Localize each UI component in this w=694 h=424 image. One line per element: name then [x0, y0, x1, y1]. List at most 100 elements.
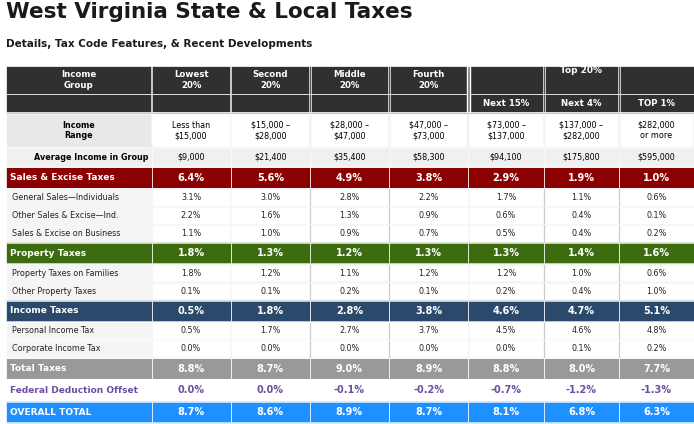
Bar [151, 340, 152, 358]
Bar [543, 322, 545, 340]
Bar [151, 322, 152, 340]
Bar [468, 167, 544, 188]
Text: 1.1%: 1.1% [181, 229, 201, 238]
Text: Property Taxes on Families: Property Taxes on Families [12, 268, 119, 278]
Bar [389, 282, 390, 300]
Text: $175,800: $175,800 [563, 153, 600, 162]
Text: 0.1%: 0.1% [260, 287, 280, 296]
Bar [6, 113, 151, 148]
Text: $47,000 –
$73,000: $47,000 – $73,000 [409, 121, 448, 140]
Bar [151, 340, 230, 358]
Bar [230, 358, 310, 379]
Bar [230, 94, 231, 113]
Bar [618, 340, 620, 358]
Bar [309, 224, 310, 242]
Text: 6.3%: 6.3% [643, 407, 670, 417]
Bar [619, 242, 694, 264]
Bar [619, 401, 694, 423]
Text: 0.4%: 0.4% [571, 287, 591, 296]
Text: 0.5%: 0.5% [181, 326, 201, 335]
Bar [389, 66, 390, 94]
Bar [389, 188, 468, 206]
Text: 2.2%: 2.2% [181, 211, 201, 220]
Bar [544, 401, 619, 423]
Bar [151, 379, 230, 401]
Bar [151, 322, 230, 340]
Text: Other Sales & Excise—Ind.: Other Sales & Excise—Ind. [12, 211, 119, 220]
Bar [544, 379, 619, 401]
Bar [310, 300, 389, 322]
Text: -1.3%: -1.3% [641, 385, 672, 395]
Bar [151, 401, 230, 423]
Bar [310, 264, 389, 282]
Text: 8.1%: 8.1% [493, 407, 520, 417]
Bar [6, 300, 694, 301]
Text: Personal Income Tax: Personal Income Tax [12, 326, 94, 335]
Text: 0.2%: 0.2% [496, 287, 516, 296]
Bar [310, 113, 389, 148]
Text: 1.6%: 1.6% [643, 248, 670, 258]
Text: 0.9%: 0.9% [339, 229, 359, 238]
Bar [151, 113, 230, 148]
Text: Income
Group: Income Group [61, 70, 96, 89]
Bar [389, 322, 468, 340]
Text: $73,000 –
$137,000: $73,000 – $137,000 [486, 121, 525, 140]
Bar [619, 167, 694, 188]
Bar [389, 358, 468, 379]
Bar [6, 147, 694, 148]
Text: Other Property Taxes: Other Property Taxes [12, 287, 96, 296]
Text: 0.0%: 0.0% [181, 344, 201, 353]
Bar [389, 264, 390, 282]
Text: 2.8%: 2.8% [339, 193, 359, 202]
Bar [544, 206, 619, 224]
Text: 1.8%: 1.8% [181, 268, 201, 278]
Text: 1.0%: 1.0% [260, 229, 280, 238]
Text: 3.0%: 3.0% [260, 193, 280, 202]
Bar [619, 379, 694, 401]
Bar [468, 401, 544, 423]
Bar [389, 188, 390, 206]
Bar [230, 379, 310, 401]
Bar [544, 242, 619, 264]
Bar [468, 188, 469, 206]
Bar [618, 322, 620, 340]
Text: 0.6%: 0.6% [496, 211, 516, 220]
Text: 1.3%: 1.3% [415, 248, 442, 258]
Text: Income
Range: Income Range [62, 121, 95, 140]
Text: 0.0%: 0.0% [339, 344, 359, 353]
Text: 4.6%: 4.6% [571, 326, 591, 335]
Text: Less than
$15,000: Less than $15,000 [172, 121, 210, 140]
Text: 3.1%: 3.1% [181, 193, 201, 202]
Bar [230, 188, 231, 206]
Bar [6, 321, 694, 322]
Bar [468, 282, 544, 300]
Bar [230, 340, 231, 358]
Bar [468, 94, 469, 113]
Bar [230, 242, 310, 264]
Bar [468, 300, 544, 322]
Text: $58,300: $58,300 [412, 153, 445, 162]
Bar [6, 358, 151, 379]
Bar [6, 300, 151, 322]
Bar [151, 264, 230, 282]
Bar [389, 94, 390, 113]
Text: Lowest
20%: Lowest 20% [174, 70, 208, 89]
Bar [151, 300, 230, 322]
Text: 3.8%: 3.8% [415, 306, 442, 316]
Bar [544, 358, 619, 379]
Text: TOP 1%: TOP 1% [638, 99, 675, 108]
Text: 8.0%: 8.0% [568, 364, 595, 374]
Bar [467, 66, 470, 113]
Bar [389, 224, 390, 242]
Text: 1.8%: 1.8% [257, 306, 284, 316]
Text: 8.9%: 8.9% [415, 364, 442, 374]
Bar [619, 224, 694, 242]
Bar [543, 206, 545, 224]
Bar [468, 264, 544, 282]
Text: 0.0%: 0.0% [178, 385, 205, 395]
Text: 1.4%: 1.4% [568, 248, 595, 258]
Text: 4.9%: 4.9% [336, 173, 363, 182]
Bar [6, 422, 694, 423]
Text: -1.2%: -1.2% [566, 385, 597, 395]
Bar [468, 188, 544, 206]
